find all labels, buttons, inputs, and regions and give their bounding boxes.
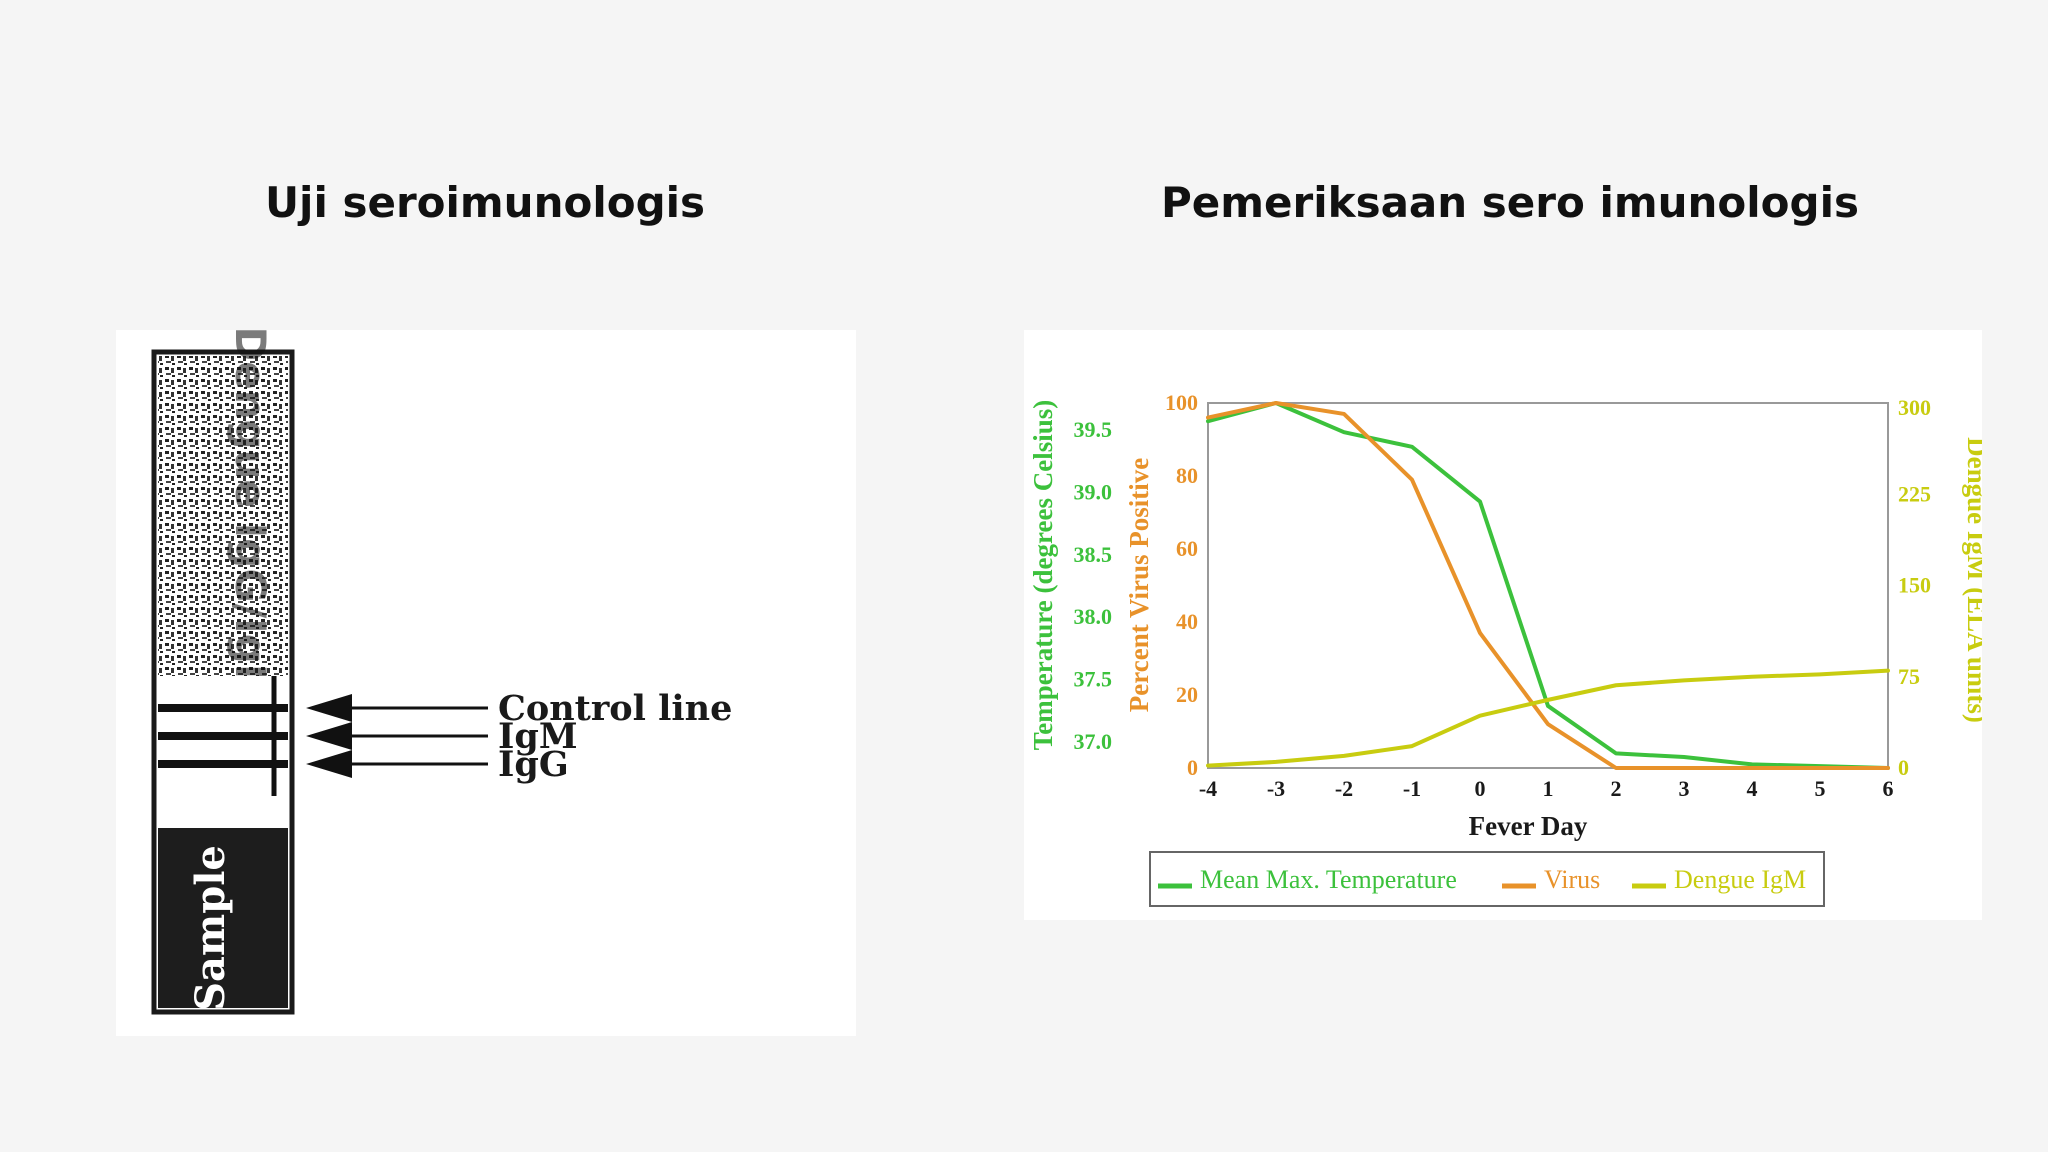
igg-arrow-icon (306, 750, 352, 778)
dengue-chart-panel: -4 -3 -2 -1 0 1 2 3 4 5 6 37.0 37.5 38.0 38.5 39.0 39.5… (1024, 330, 1982, 920)
x-tick-label: 4 (1747, 776, 1758, 801)
left-slide-title: Uji seroimunologis (264, 178, 706, 227)
igm-arrow-icon (306, 722, 352, 750)
igm-label: IgM (498, 716, 578, 757)
legend-label-2: Dengue IgM (1674, 865, 1806, 894)
igm-tick-label: 300 (1898, 395, 1931, 420)
temperature-tick-label: 38.5 (1074, 542, 1113, 567)
series-line-2 (1206, 668, 1890, 768)
temperature-tick-label: 39.5 (1074, 417, 1113, 442)
x-axis-title: Fever Day (1469, 811, 1588, 841)
control-arrow-icon (306, 694, 352, 722)
test-strip-panel: Dengue IgG/IgM Sample Control line IgM I… (116, 330, 856, 1036)
x-tick-label: -2 (1335, 776, 1353, 801)
legend-box (1149, 851, 1825, 907)
virus-axis-title: Percent Virus Positive (1124, 458, 1154, 712)
igm-tick-label: 150 (1898, 573, 1931, 598)
series-line-0 (1206, 401, 1890, 770)
x-tick-label: 2 (1611, 776, 1622, 801)
x-tick-label: -3 (1267, 776, 1285, 801)
x-tick-label: 0 (1475, 776, 1486, 801)
temperature-tick-label: 38.0 (1074, 604, 1113, 629)
sample-pad (158, 828, 288, 1008)
temperature-axis-title: Temperature (degrees Celsius) (1028, 400, 1058, 750)
right-slide-title: Pemeriksaan sero imunologis (1161, 178, 1859, 227)
virus-tick-label: 80 (1176, 463, 1198, 488)
legend-label-0: Mean Max. Temperature (1200, 865, 1457, 894)
dengue-chart: -4 -3 -2 -1 0 1 2 3 4 5 6 37.0 37.5 38.0 38.5 39.0 39.5… (1028, 390, 1982, 907)
x-tick-label: 3 (1679, 776, 1690, 801)
sample-label: Sample (187, 845, 234, 1011)
igg-pointer: IgG (306, 744, 569, 785)
igm-tick-label: 0 (1898, 755, 1909, 780)
temperature-tick-label: 37.5 (1074, 667, 1113, 692)
x-tick-label: 6 (1883, 776, 1894, 801)
igm-tick-label: 75 (1898, 664, 1920, 689)
control-line-pointer: Control line (306, 688, 732, 729)
x-tick-label: -4 (1199, 776, 1217, 801)
control-line-label: Control line (498, 688, 732, 729)
x-tick-label: -1 (1403, 776, 1421, 801)
igg-label: IgG (498, 744, 569, 785)
plot-frame (1207, 402, 1889, 769)
igm-pointer: IgM (306, 716, 578, 757)
igm-tick-label: 225 (1898, 481, 1931, 506)
virus-tick-label: 60 (1176, 536, 1198, 561)
temperature-tick-label: 37.0 (1074, 729, 1113, 754)
strip-printed-area (158, 356, 288, 676)
virus-tick-label: 40 (1176, 609, 1198, 634)
legend-label-1: Virus (1544, 865, 1600, 894)
igm-axis-title: Dengue IgM (ELA units) (1962, 437, 1982, 723)
strip-side-text: Dengue IgG/IgM (226, 330, 275, 706)
test-strip: Dengue IgG/IgM Sample (151, 330, 295, 1015)
virus-tick-label: 20 (1176, 682, 1198, 707)
temperature-tick-label: 39.0 (1074, 479, 1113, 504)
virus-tick-label: 100 (1165, 390, 1198, 415)
x-tick-label: 1 (1543, 776, 1554, 801)
virus-tick-label: 0 (1187, 755, 1198, 780)
x-tick-label: 5 (1815, 776, 1826, 801)
series-line-1 (1206, 401, 1890, 770)
